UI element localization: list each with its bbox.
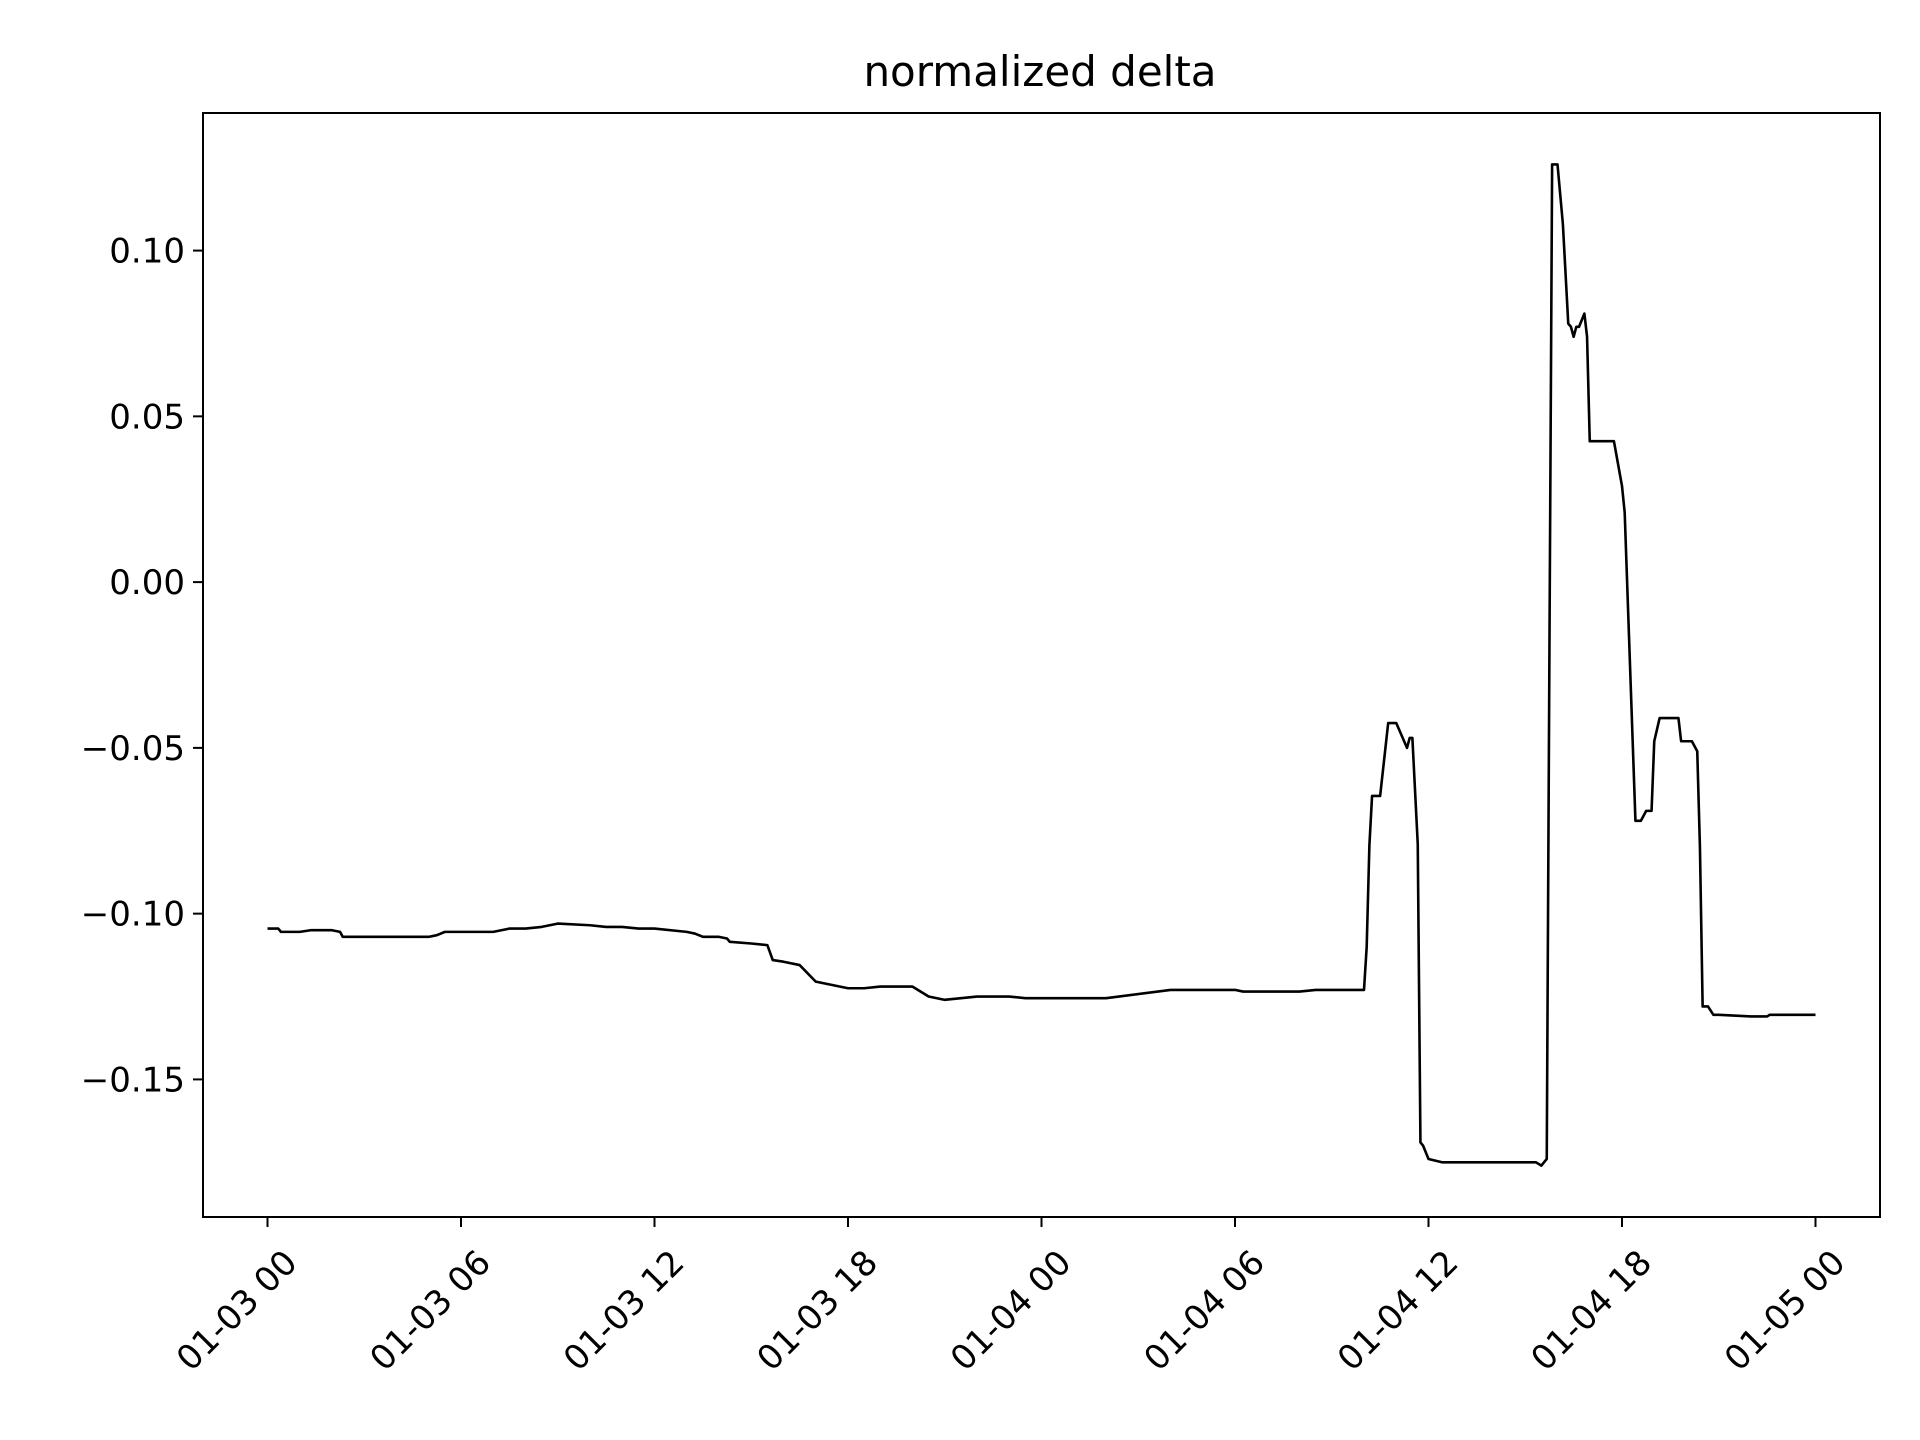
y-tick-label: 0.00 — [109, 563, 185, 603]
y-tick-label: 0.05 — [109, 397, 185, 437]
y-tick-label: −0.15 — [81, 1060, 185, 1100]
y-tick-label: −0.10 — [81, 895, 185, 935]
plot-area — [267, 163, 1816, 1167]
series-line-0 — [267, 163, 1816, 1167]
chart-title: normalized delta — [863, 47, 1216, 96]
y-tick-label: −0.05 — [81, 729, 185, 769]
y-tick-label: 0.10 — [109, 232, 185, 272]
